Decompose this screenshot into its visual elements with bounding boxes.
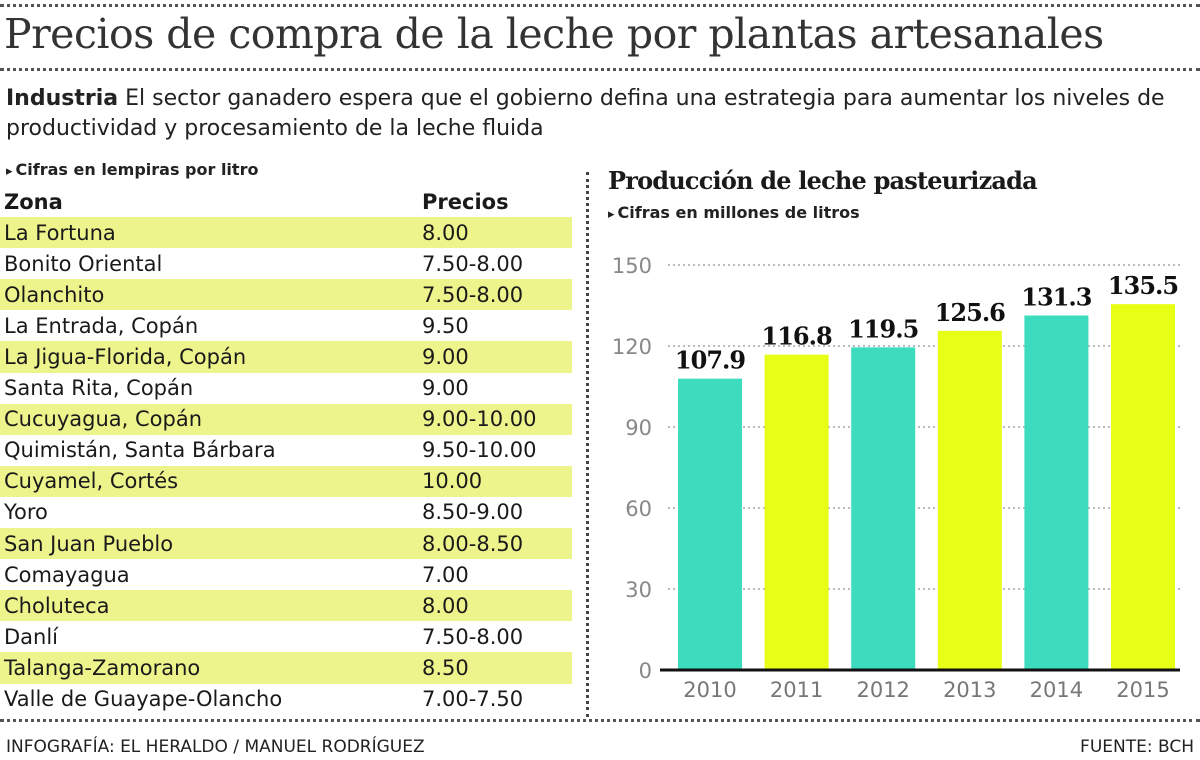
bar-2013 xyxy=(937,330,1002,670)
precio-cell: 7.00-7.50 xyxy=(422,687,524,712)
zona-cell: Choluteca xyxy=(4,593,110,618)
y-tick-label: 150 xyxy=(612,254,652,278)
precio-cell: 9.00 xyxy=(422,345,469,370)
zona-cell: La Jigua-Florida, Copán xyxy=(4,345,247,370)
precio-cell: 8.00-8.50 xyxy=(422,531,524,556)
x-tick-label: 2013 xyxy=(943,678,996,702)
table-row: Olanchito 7.50-8.00 xyxy=(0,279,572,311)
intro-text: Industria El sector ganadero espera que … xyxy=(6,84,1186,144)
bar-2010 xyxy=(678,378,742,670)
precio-cell: 9.00 xyxy=(422,376,469,401)
x-tick-label: 2014 xyxy=(1030,678,1083,702)
intro-body: El sector ganadero espera que el gobiern… xyxy=(6,86,1165,141)
precio-cell: 9.50-10.00 xyxy=(422,438,537,463)
bar-2015 xyxy=(1111,304,1175,670)
x-tick-label: 2012 xyxy=(856,678,909,702)
credit: INFOGRAFÍA: EL HERALDO / MANUEL RODRÍGUE… xyxy=(6,737,425,757)
chart-subtitle: Cifras en millones de litros xyxy=(608,203,860,222)
precio-cell: 9.50 xyxy=(422,313,469,338)
precio-cell: 7.50-8.00 xyxy=(422,251,524,276)
table-row: La Fortuna 8.00 xyxy=(0,217,572,249)
zona-cell: La Entrada, Copán xyxy=(4,313,199,338)
zona-cell: Yoro xyxy=(4,500,48,525)
bar-2012 xyxy=(851,347,916,670)
y-tick-label: 30 xyxy=(625,578,652,602)
x-tick-label: 2015 xyxy=(1116,678,1169,702)
zona-cell: Valle de Guayape-Olancho xyxy=(4,687,283,712)
table-row: Comayagua 7.00 xyxy=(0,559,572,590)
precio-cell: 8.50-9.00 xyxy=(422,500,524,525)
table-row: Choluteca 8.00 xyxy=(0,590,572,622)
intro-lead: Industria xyxy=(6,86,119,111)
table-row: Santa Rita, Copán 9.00 xyxy=(0,373,572,404)
data-label: 135.5 xyxy=(1108,271,1178,300)
chart-title: Producción de leche pasteurizada xyxy=(608,166,1038,195)
zona-cell: La Fortuna xyxy=(4,220,116,245)
table-row: Bonito Oriental 7.50-8.00 xyxy=(0,248,572,279)
data-label: 131.3 xyxy=(1021,282,1091,311)
table-row: Valle de Guayape-Olancho 7.00-7.50 xyxy=(0,684,572,715)
zona-cell: Bonito Oriental xyxy=(4,251,163,276)
table-row: Cuyamel, Cortés 10.00 xyxy=(0,465,572,497)
precio-cell: 9.00-10.00 xyxy=(422,407,537,432)
title-divider xyxy=(0,68,1200,71)
precio-cell: 7.50-8.00 xyxy=(422,282,524,307)
table-row: Quimistán, Santa Bárbara 9.50-10.00 xyxy=(0,435,572,466)
page-title: Precios de compra de la leche por planta… xyxy=(4,10,1104,58)
table-row: La Entrada, Copán 9.50 xyxy=(0,310,572,341)
zona-cell: Olanchito xyxy=(4,282,105,307)
table-row: Yoro 8.50-9.00 xyxy=(0,497,572,528)
header-precios: Precios xyxy=(422,189,509,214)
table-row: Danlí 7.50-8.00 xyxy=(0,621,572,652)
source: FUENTE: BCH xyxy=(1080,737,1194,757)
zona-cell: Talanga-Zamorano xyxy=(4,655,201,680)
precio-cell: 8.00 xyxy=(422,220,469,245)
table-row: San Juan Pueblo 8.00-8.50 xyxy=(0,528,572,560)
table-row: Talanga-Zamorano 8.50 xyxy=(0,652,572,684)
precio-cell: 10.00 xyxy=(422,469,483,494)
zona-cell: Santa Rita, Copán xyxy=(4,376,194,401)
zona-cell: Cuyamel, Cortés xyxy=(4,469,179,494)
header-zona: Zona xyxy=(4,189,63,214)
x-tick-label: 2011 xyxy=(770,678,823,702)
precio-cell: 7.50-8.00 xyxy=(422,624,524,649)
price-table: Zona Precios La Fortuna 8.00 Bonito Orient… xyxy=(0,186,572,715)
y-tick-label: 90 xyxy=(625,416,652,440)
bar-chart: 0 30 60 90 120 150 107.9 2010 116.8 2011 119.5 2012… xyxy=(612,254,1180,702)
table-row: Cucuyagua, Copán 9.00-10.00 xyxy=(0,403,572,435)
bottom-divider xyxy=(0,719,1200,722)
bar-2011 xyxy=(764,354,829,670)
precio-cell: 7.00 xyxy=(422,562,469,587)
x-tick-label: 2010 xyxy=(683,678,736,702)
y-tick-label: 60 xyxy=(625,497,652,521)
data-label: 125.6 xyxy=(935,298,1005,327)
zona-cell: Danlí xyxy=(4,624,59,649)
table-row: La Jigua-Florida, Copán 9.00 xyxy=(0,341,572,373)
data-label: 119.5 xyxy=(848,314,918,343)
data-label: 107.9 xyxy=(675,346,745,375)
zona-cell: Cucuyagua, Copán xyxy=(4,407,203,432)
bar-2014 xyxy=(1024,315,1089,670)
table-header: Zona Precios xyxy=(0,186,572,217)
zona-cell: Quimistán, Santa Bárbara xyxy=(4,438,276,463)
y-tick-label: 120 xyxy=(612,335,652,359)
column-divider xyxy=(586,172,589,717)
precio-cell: 8.50 xyxy=(422,655,469,680)
y-tick-label: 0 xyxy=(639,659,652,683)
zona-cell: Comayagua xyxy=(4,562,130,587)
table-note: Cifras en lempiras por litro xyxy=(6,160,259,179)
data-label: 116.8 xyxy=(762,322,832,351)
zona-cell: San Juan Pueblo xyxy=(4,531,174,556)
precio-cell: 8.00 xyxy=(422,593,469,618)
top-divider xyxy=(0,4,1200,7)
